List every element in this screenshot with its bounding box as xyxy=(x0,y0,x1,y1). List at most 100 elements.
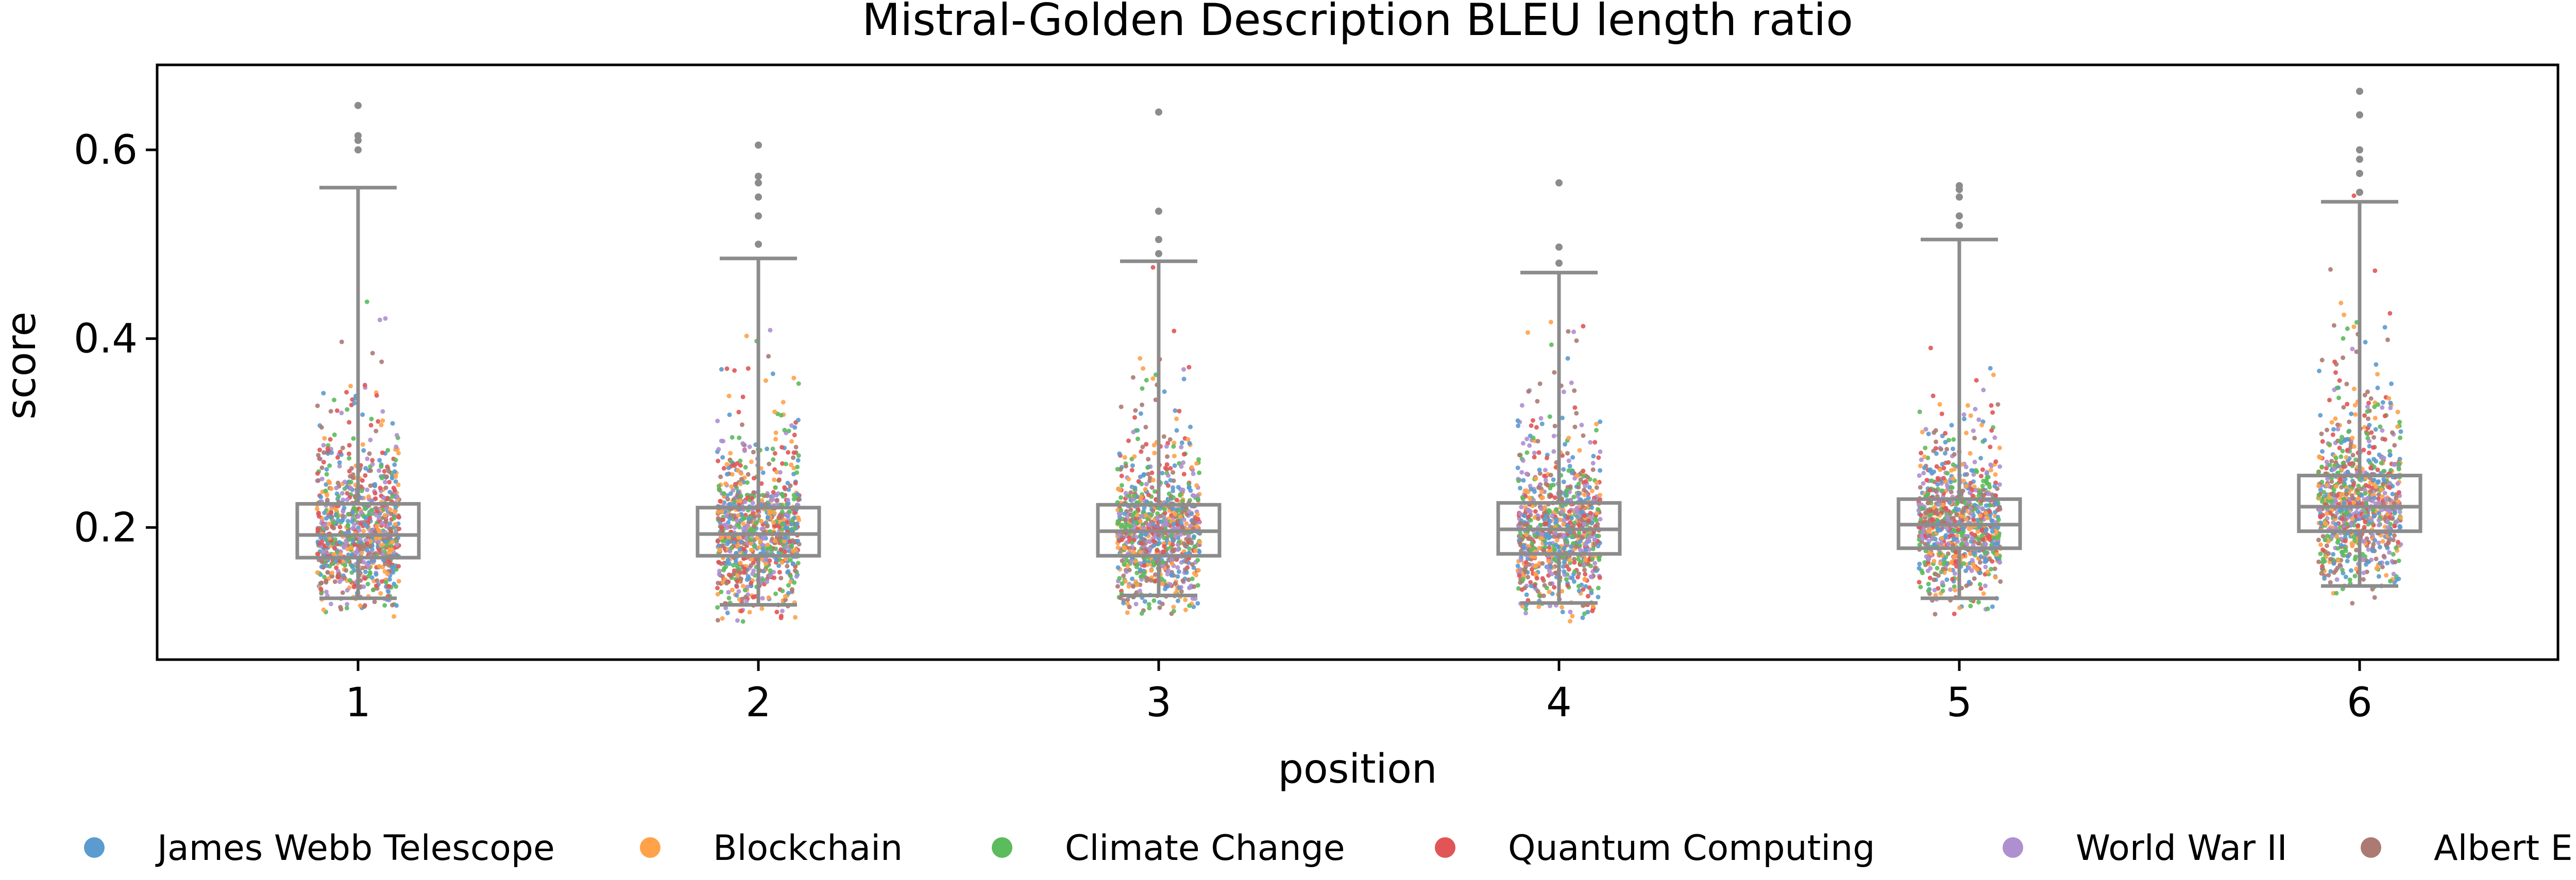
data-point xyxy=(2377,523,2381,528)
data-point xyxy=(2379,460,2384,465)
data-point xyxy=(2318,413,2323,418)
data-point xyxy=(1541,548,1547,553)
data-point xyxy=(726,393,732,399)
data-point xyxy=(783,526,788,531)
data-point xyxy=(1177,508,1182,513)
data-point xyxy=(753,521,758,525)
data-point xyxy=(337,558,343,563)
data-point xyxy=(1123,525,1128,530)
data-point xyxy=(779,522,785,527)
data-point xyxy=(1176,485,1181,490)
data-point xyxy=(1569,380,1574,385)
data-point xyxy=(739,609,744,614)
data-point xyxy=(1552,495,1557,500)
data-point xyxy=(1583,542,1588,547)
data-point xyxy=(362,604,367,609)
data-point xyxy=(1162,510,1167,515)
data-point xyxy=(1527,443,1532,448)
data-point xyxy=(345,588,350,593)
data-point xyxy=(2375,372,2380,377)
data-point xyxy=(1951,437,1956,442)
data-point xyxy=(386,563,392,568)
data-point xyxy=(727,412,732,417)
data-point xyxy=(1521,543,1527,548)
data-point xyxy=(1171,488,1176,493)
data-point xyxy=(1571,329,1577,334)
data-point xyxy=(1140,444,1145,450)
data-point xyxy=(759,498,765,503)
data-point xyxy=(1529,487,1534,492)
data-point xyxy=(781,494,786,499)
data-point xyxy=(372,599,377,605)
data-point xyxy=(773,430,778,435)
data-point xyxy=(1552,423,1557,428)
data-point xyxy=(1952,611,1957,616)
data-point xyxy=(324,590,329,594)
data-point xyxy=(2331,427,2336,432)
data-point xyxy=(784,557,789,562)
data-point xyxy=(1985,470,1990,475)
data-point xyxy=(742,515,747,521)
data-point xyxy=(1140,402,1145,407)
data-point xyxy=(1551,434,1556,439)
data-point xyxy=(1127,535,1132,540)
data-point xyxy=(1535,439,1540,444)
data-point xyxy=(716,447,721,452)
data-point xyxy=(716,484,721,489)
data-point xyxy=(793,480,798,486)
data-point xyxy=(1938,467,1943,472)
data-point xyxy=(1928,508,1933,513)
data-point xyxy=(774,557,779,562)
data-point xyxy=(1582,522,1587,527)
data-point xyxy=(346,451,351,456)
data-point xyxy=(1124,558,1129,563)
data-point xyxy=(1582,577,1587,581)
data-point xyxy=(789,544,794,549)
data-point xyxy=(1594,510,1599,515)
data-point xyxy=(1922,560,1927,565)
data-point xyxy=(2372,268,2378,273)
data-point xyxy=(1179,589,1184,594)
data-point xyxy=(1972,459,1977,464)
data-point xyxy=(1544,585,1549,591)
data-point xyxy=(2387,448,2393,454)
data-point xyxy=(767,508,772,513)
data-point xyxy=(362,383,367,388)
data-point xyxy=(315,506,319,511)
data-point xyxy=(788,558,793,563)
data-point xyxy=(1577,530,1582,536)
data-point xyxy=(1567,463,1572,469)
data-point xyxy=(763,561,768,566)
data-point xyxy=(384,474,389,479)
data-point xyxy=(324,482,329,487)
data-point xyxy=(1562,518,1567,523)
data-point xyxy=(2347,577,2352,582)
data-point xyxy=(1954,512,1959,517)
data-point xyxy=(724,581,729,586)
data-point xyxy=(392,510,397,515)
data-point xyxy=(773,591,778,596)
data-point xyxy=(738,494,743,499)
data-point xyxy=(742,566,747,572)
data-point xyxy=(1181,376,1187,382)
data-point xyxy=(1534,576,1539,581)
data-point xyxy=(1952,584,1957,589)
data-point xyxy=(339,339,344,344)
data-point xyxy=(1524,532,1529,537)
data-point xyxy=(2354,547,2359,553)
data-point xyxy=(2337,445,2342,451)
data-point xyxy=(2325,427,2329,433)
data-point xyxy=(761,550,766,555)
data-point xyxy=(724,472,730,477)
data-point xyxy=(359,550,364,556)
data-point xyxy=(1150,559,1156,564)
data-point xyxy=(1120,558,1125,563)
data-point xyxy=(1138,411,1143,416)
data-point xyxy=(1549,493,1554,498)
data-point xyxy=(363,522,368,527)
data-point xyxy=(1580,509,1585,514)
data-point xyxy=(1150,508,1156,513)
data-point xyxy=(771,457,776,462)
data-point xyxy=(377,458,382,463)
data-point xyxy=(1164,467,1170,472)
